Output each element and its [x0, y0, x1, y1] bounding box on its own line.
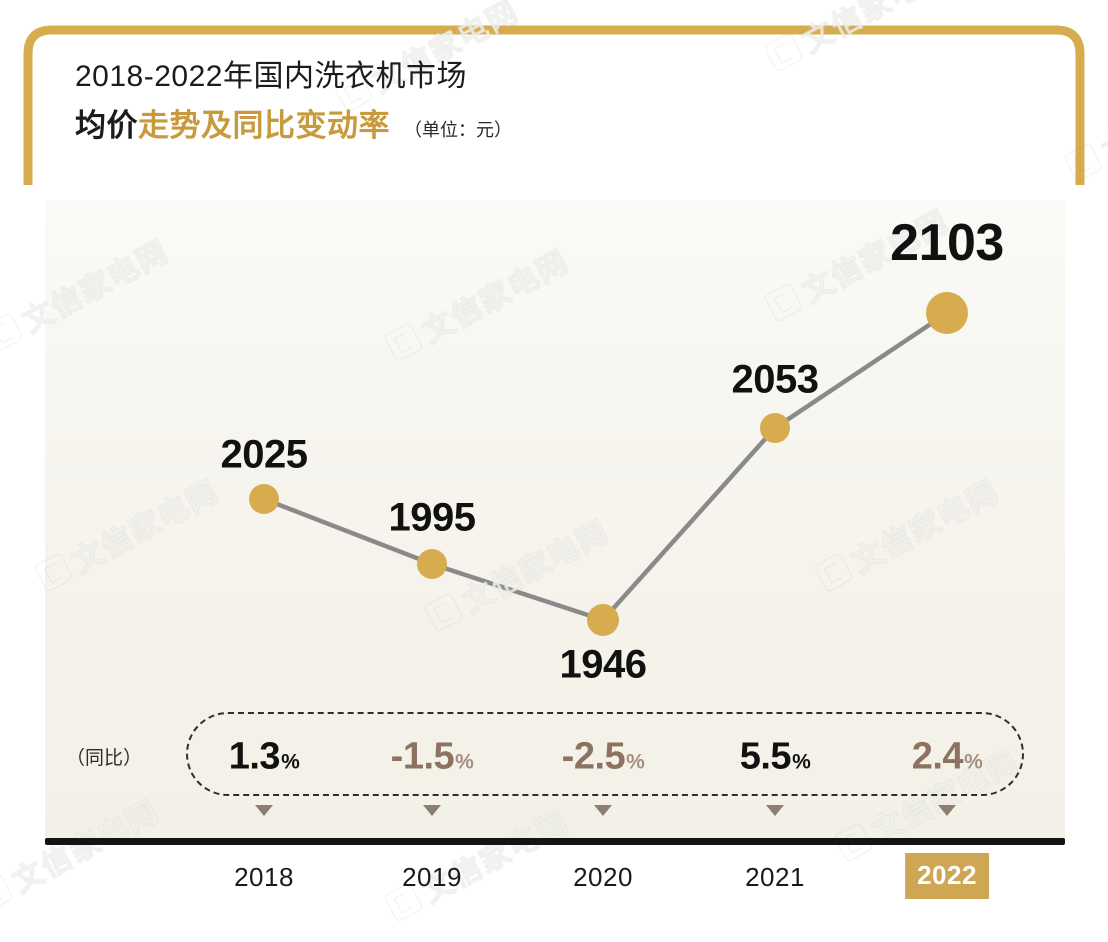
yoy-item: -1.5% — [391, 736, 474, 779]
x-axis-tick-2022[interactable]: 2022 — [905, 853, 989, 899]
percent-sign: % — [626, 750, 645, 774]
triangle-down-icon — [423, 805, 441, 816]
percent-sign: % — [964, 750, 983, 774]
yoy-item: 2.4% — [912, 736, 983, 779]
x-axis-tick-2018[interactable]: 2018 — [234, 862, 294, 892]
percent-sign: % — [792, 750, 811, 774]
data-point-value-label: 2053 — [731, 357, 819, 402]
data-point-value-label: 1995 — [388, 495, 476, 540]
triangle-down-icon — [766, 805, 784, 816]
data-point-value-label: 1946 — [559, 642, 647, 687]
yoy-dashed-container — [186, 712, 1024, 796]
percent-sign: % — [281, 750, 300, 774]
yoy-value: 1.3 — [228, 735, 281, 778]
yoy-item: -2.5% — [562, 736, 645, 779]
triangle-down-icon — [938, 805, 956, 816]
yoy-row-label: （同比） — [66, 748, 143, 769]
x-axis-tick-2021[interactable]: 2021 — [745, 862, 805, 892]
x-axis-tick-2019[interactable]: 2019 — [402, 862, 462, 892]
x-axis-tick-2020[interactable]: 2020 — [573, 862, 633, 892]
title-emphasis: 均价 — [75, 107, 138, 143]
yoy-value: 5.5 — [739, 735, 792, 778]
data-point-marker[interactable] — [760, 413, 790, 443]
yoy-item: 1.3% — [229, 736, 300, 779]
yoy-item: 5.5% — [740, 736, 811, 779]
yoy-value: -1.5 — [390, 735, 455, 778]
title-line-2: 均价 走势及同比变动率 （单位：元） — [75, 100, 512, 145]
title-unit: （单位：元） — [404, 119, 512, 140]
percent-sign: % — [455, 750, 474, 774]
yoy-value: 2.4 — [911, 735, 964, 778]
x-axis-line — [45, 838, 1065, 845]
title-gold: 走势及同比变动率 — [138, 107, 390, 143]
data-point-marker[interactable] — [249, 484, 279, 514]
data-point-marker[interactable] — [417, 549, 447, 579]
yoy-value: -2.5 — [561, 735, 626, 778]
data-point-value-label: 2025 — [220, 432, 308, 477]
data-point-value-label: 2103 — [890, 214, 1004, 272]
series-line — [261, 310, 950, 623]
series-markers — [249, 292, 968, 636]
data-point-marker[interactable] — [587, 604, 619, 636]
triangle-down-icon — [255, 805, 273, 816]
data-point-marker[interactable] — [926, 292, 968, 334]
triangle-down-icon — [594, 805, 612, 816]
chart-header: 2018-2022年国内洗衣机市场 均价 走势及同比变动率 （单位：元） — [75, 58, 512, 145]
title-line-1: 2018-2022年国内洗衣机市场 — [75, 60, 467, 93]
